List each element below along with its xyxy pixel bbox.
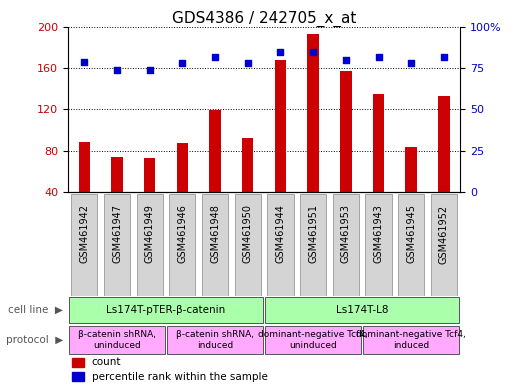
Bar <box>111 157 123 192</box>
Bar <box>373 94 384 192</box>
Point <box>440 53 448 60</box>
Text: β-catenin shRNA,
induced: β-catenin shRNA, induced <box>176 330 254 349</box>
Text: Ls174T-L8: Ls174T-L8 <box>336 305 389 315</box>
FancyBboxPatch shape <box>167 326 263 354</box>
Text: GSM461949: GSM461949 <box>145 204 155 263</box>
Text: β-catenin shRNA,
uninduced: β-catenin shRNA, uninduced <box>78 330 156 349</box>
Bar <box>209 111 221 192</box>
FancyBboxPatch shape <box>265 297 459 323</box>
FancyBboxPatch shape <box>69 297 263 323</box>
Text: GSM461944: GSM461944 <box>276 204 286 263</box>
Text: GSM461947: GSM461947 <box>112 204 122 263</box>
Point <box>145 67 154 73</box>
FancyBboxPatch shape <box>235 194 261 296</box>
Text: count: count <box>92 358 121 367</box>
Text: GSM461948: GSM461948 <box>210 204 220 263</box>
Bar <box>242 138 254 192</box>
FancyBboxPatch shape <box>265 326 361 354</box>
FancyBboxPatch shape <box>69 326 165 354</box>
Point <box>211 53 219 60</box>
Point <box>80 58 88 65</box>
Text: dominant-negative Tcf4,
uninduced: dominant-negative Tcf4, uninduced <box>258 330 368 349</box>
Text: GSM461945: GSM461945 <box>406 204 416 263</box>
FancyBboxPatch shape <box>333 194 359 296</box>
Point <box>309 49 317 55</box>
FancyBboxPatch shape <box>366 194 392 296</box>
Bar <box>438 96 450 192</box>
FancyBboxPatch shape <box>137 194 163 296</box>
Text: GSM461951: GSM461951 <box>308 204 318 263</box>
Point <box>244 60 252 66</box>
Text: GSM461950: GSM461950 <box>243 204 253 263</box>
FancyBboxPatch shape <box>363 326 459 354</box>
Text: dominant-negative Tcf4,
induced: dominant-negative Tcf4, induced <box>356 330 466 349</box>
Point <box>407 60 415 66</box>
Point <box>342 57 350 63</box>
Text: protocol  ▶: protocol ▶ <box>6 335 63 345</box>
Bar <box>78 142 90 192</box>
Text: Ls174T-pTER-β-catenin: Ls174T-pTER-β-catenin <box>106 305 226 315</box>
Bar <box>340 71 351 192</box>
Bar <box>405 147 417 192</box>
Text: GSM461942: GSM461942 <box>79 204 89 263</box>
Bar <box>177 144 188 192</box>
Text: GSM461943: GSM461943 <box>373 204 383 263</box>
FancyBboxPatch shape <box>71 194 97 296</box>
FancyBboxPatch shape <box>267 194 293 296</box>
Text: GSM461952: GSM461952 <box>439 204 449 263</box>
Point <box>374 53 383 60</box>
Bar <box>144 158 155 192</box>
Text: percentile rank within the sample: percentile rank within the sample <box>92 372 267 382</box>
Title: GDS4386 / 242705_x_at: GDS4386 / 242705_x_at <box>172 11 356 27</box>
Bar <box>72 372 84 381</box>
Point <box>276 49 285 55</box>
FancyBboxPatch shape <box>398 194 424 296</box>
Bar <box>72 358 84 367</box>
Text: GSM461946: GSM461946 <box>177 204 187 263</box>
FancyBboxPatch shape <box>104 194 130 296</box>
FancyBboxPatch shape <box>169 194 196 296</box>
Bar <box>275 60 286 192</box>
Bar <box>308 34 319 192</box>
FancyBboxPatch shape <box>431 194 457 296</box>
Point <box>178 60 187 66</box>
Text: GSM461953: GSM461953 <box>341 204 351 263</box>
Point <box>113 67 121 73</box>
Text: cell line  ▶: cell line ▶ <box>8 305 63 315</box>
FancyBboxPatch shape <box>202 194 228 296</box>
FancyBboxPatch shape <box>300 194 326 296</box>
